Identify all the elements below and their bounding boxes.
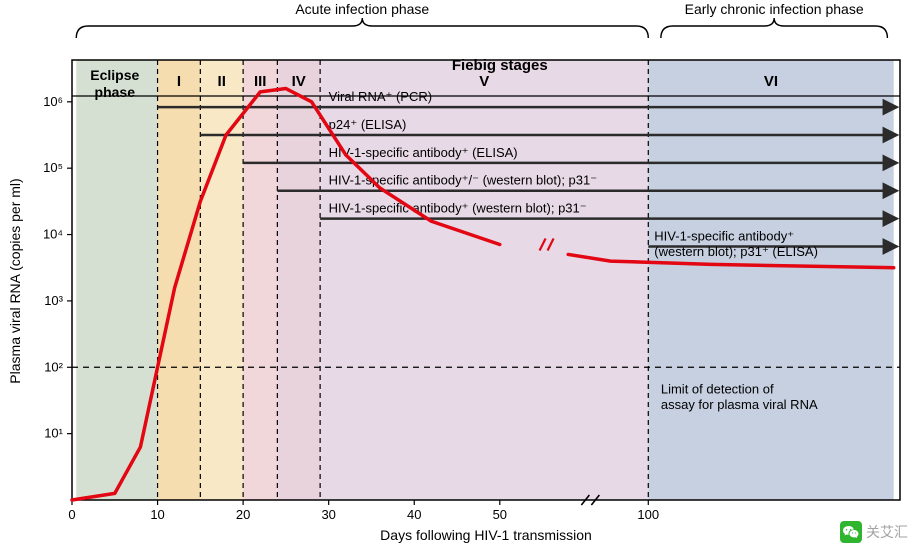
stage-bg-IV bbox=[277, 60, 320, 500]
phase-brace bbox=[76, 18, 648, 38]
y-tick-label: 10² bbox=[44, 359, 63, 374]
eclipse-label: Eclipsephase bbox=[90, 67, 139, 100]
x-axis-label: Days following HIV-1 transmission bbox=[380, 527, 592, 543]
x-tick-label: 40 bbox=[407, 507, 421, 522]
watermark-text: 关艾汇 bbox=[866, 522, 908, 542]
y-tick-label: 10³ bbox=[44, 293, 63, 308]
assay-label: HIV-1-specific antibody⁺(western blot); … bbox=[654, 228, 818, 259]
phase-brace bbox=[661, 18, 888, 38]
y-tick-label: 10⁵ bbox=[43, 160, 63, 175]
x-tick-label: 0 bbox=[68, 507, 75, 522]
phase-label: Acute infection phase bbox=[295, 1, 429, 17]
assay-label: HIV-1-specific antibody⁺ (ELISA) bbox=[329, 145, 518, 160]
phase-label: Early chronic infection phase bbox=[685, 1, 864, 17]
stage-label: VI bbox=[764, 73, 778, 90]
y-tick-label: 10⁴ bbox=[43, 227, 63, 242]
assay-label: HIV-1-specific antibody⁺ (western blot);… bbox=[329, 201, 587, 216]
x-tick-label: 30 bbox=[321, 507, 335, 522]
watermark: 关艾汇 bbox=[840, 521, 908, 543]
y-tick-label: 10⁶ bbox=[43, 94, 63, 109]
x-tick-label: 20 bbox=[236, 507, 250, 522]
stage-bg-III bbox=[243, 60, 277, 500]
wechat-icon bbox=[840, 521, 862, 543]
fiebig-header: Fiebig stages bbox=[452, 57, 548, 74]
y-axis-label: Plasma viral RNA (copies per ml) bbox=[7, 178, 23, 383]
stage-label: I bbox=[177, 73, 181, 90]
x-tick-label: 50 bbox=[493, 507, 507, 522]
x-tick-label: 10 bbox=[150, 507, 164, 522]
stage-bg-I bbox=[158, 60, 201, 500]
y-tick-label: 10¹ bbox=[44, 426, 63, 441]
stage-bg-II bbox=[200, 60, 243, 500]
stage-bg-eclipse bbox=[76, 60, 157, 500]
stage-bg-VI bbox=[648, 60, 893, 500]
stage-label: III bbox=[254, 73, 267, 90]
hiv-fiebig-chart: IIIIIIIVVVIEclipsephaseFiebig stagesAcut… bbox=[0, 0, 914, 549]
stage-label: IV bbox=[292, 73, 306, 90]
x-tick-label: 100 bbox=[637, 507, 659, 522]
stage-label: II bbox=[218, 73, 226, 90]
assay-label: Viral RNA⁺ (PCR) bbox=[329, 89, 432, 104]
stage-label: V bbox=[479, 73, 489, 90]
assay-label: p24⁺ (ELISA) bbox=[329, 117, 407, 132]
